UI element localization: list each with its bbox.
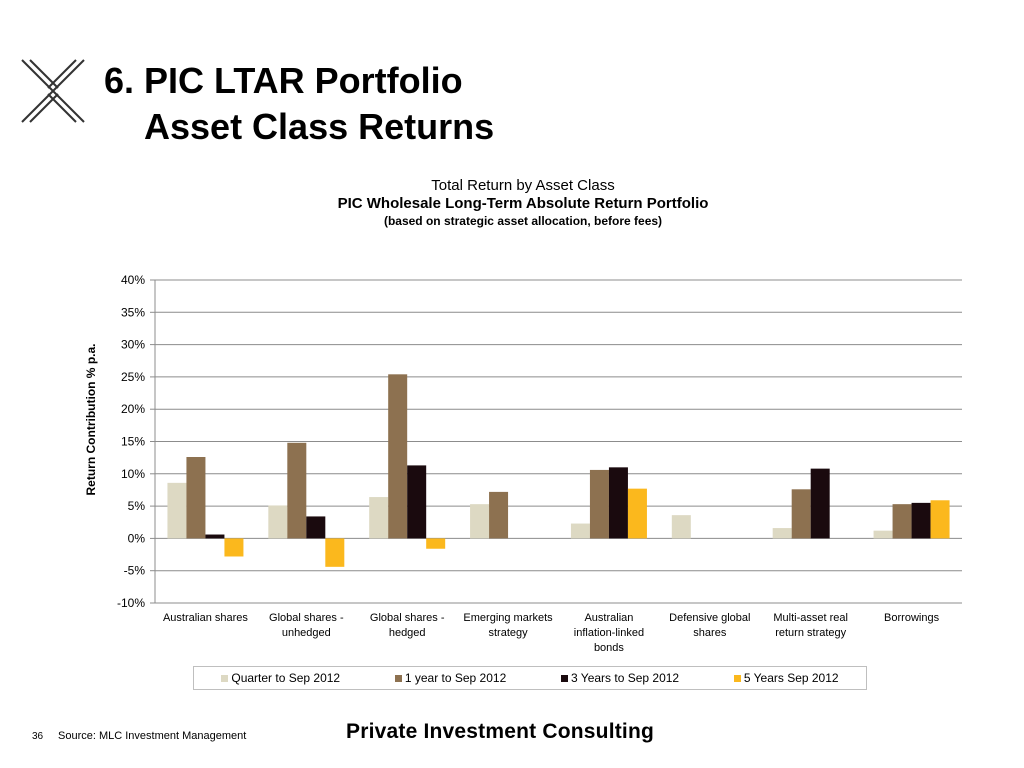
x-category-label: Australian shares <box>163 612 248 624</box>
y-tick-label: 35% <box>121 305 145 319</box>
y-tick-label: 25% <box>121 370 145 384</box>
bar <box>268 505 288 539</box>
bar <box>325 538 345 567</box>
y-tick-label: 15% <box>121 435 145 449</box>
bar <box>772 528 792 539</box>
bar <box>810 468 830 539</box>
legend-item: 5 Years Sep 2012 <box>733 671 839 685</box>
bar <box>388 374 408 539</box>
bar <box>589 469 609 539</box>
x-category-label: unhedged <box>282 627 331 639</box>
bar <box>627 488 647 539</box>
bar <box>167 482 187 539</box>
page-title: 6. PIC LTAR Portfolio Asset Class Return… <box>104 58 494 150</box>
x-category-label: return strategy <box>775 627 846 639</box>
chart-title: Total Return by Asset Class <box>431 177 615 194</box>
chart-note: (based on strategic asset allocation, be… <box>383 214 663 228</box>
legend-swatch <box>221 674 229 682</box>
bar <box>671 515 691 539</box>
x-category-label: shares <box>693 627 727 639</box>
bar <box>911 502 931 539</box>
legend-item: Quarter to Sep 2012 <box>221 671 340 685</box>
x-category-label: bonds <box>594 642 624 654</box>
bar <box>470 504 490 539</box>
y-tick-label: 0% <box>128 531 146 545</box>
y-tick-label: -10% <box>117 596 145 610</box>
legend-label: 5 Years Sep 2012 <box>743 671 839 685</box>
bar <box>570 523 590 539</box>
x-category-label: Emerging markets <box>463 612 553 624</box>
legend-label: 3 Years to Sep 2012 <box>571 671 680 685</box>
y-tick-label: 30% <box>121 338 145 352</box>
legend-swatch <box>733 674 741 682</box>
y-tick-label: 40% <box>121 273 145 287</box>
page-number: 36 <box>32 731 44 742</box>
bar <box>186 457 206 539</box>
bar <box>205 534 225 539</box>
legend-item: 1 year to Sep 2012 <box>394 671 507 685</box>
bar <box>608 467 628 539</box>
legend-swatch <box>394 674 402 682</box>
bar <box>873 530 893 539</box>
page-title-line-2: Asset Class Returns <box>144 106 495 147</box>
x-category-label: hedged <box>389 627 426 639</box>
y-tick-label: 10% <box>121 467 145 481</box>
x-category-label: Global shares - <box>370 612 445 624</box>
page-title-line-1: 6. PIC LTAR Portfolio <box>104 60 463 101</box>
bar <box>930 500 950 539</box>
bar <box>407 465 427 539</box>
bar <box>426 538 446 549</box>
y-tick-label: 5% <box>128 499 146 513</box>
chart-subtitle: PIC Wholesale Long-Term Absolute Return … <box>337 195 709 212</box>
source-note: Source: MLC Investment Management <box>58 730 247 742</box>
chart-legend: Quarter to Sep 2012 1 year to Sep 2012 3 Y… <box>193 666 867 690</box>
legend-label: 1 year to Sep 2012 <box>404 671 507 685</box>
x-category-label: Australian <box>584 612 633 624</box>
x-category-label: Defensive global <box>669 612 750 624</box>
legend-swatch <box>561 674 568 682</box>
legend-label: Quarter to Sep 2012 <box>231 671 341 685</box>
bar <box>892 504 912 539</box>
bar <box>489 491 509 539</box>
chart-header: Total Return by Asset Class PIC Wholesal… <box>300 176 746 229</box>
x-category-label: Global shares - <box>269 612 344 624</box>
bar <box>791 489 811 539</box>
bar <box>306 516 326 539</box>
y-tick-label: 20% <box>121 402 145 416</box>
x-category-label: strategy <box>488 627 528 639</box>
brand-wordmark: Private Investment Consulting <box>346 720 655 743</box>
bar <box>224 538 244 557</box>
x-category-label: Borrowings <box>884 612 940 624</box>
x-cross-logo-icon <box>21 59 85 123</box>
y-axis-label: Return Contribution % p.a. <box>84 344 98 496</box>
bar <box>287 442 307 539</box>
bar <box>369 497 389 539</box>
x-category-label: Multi-asset real <box>773 612 848 624</box>
y-tick-label: -5% <box>124 564 146 578</box>
legend-item: 3 Years to Sep 2012 <box>561 671 679 685</box>
x-category-label: inflation-linked <box>574 627 644 639</box>
